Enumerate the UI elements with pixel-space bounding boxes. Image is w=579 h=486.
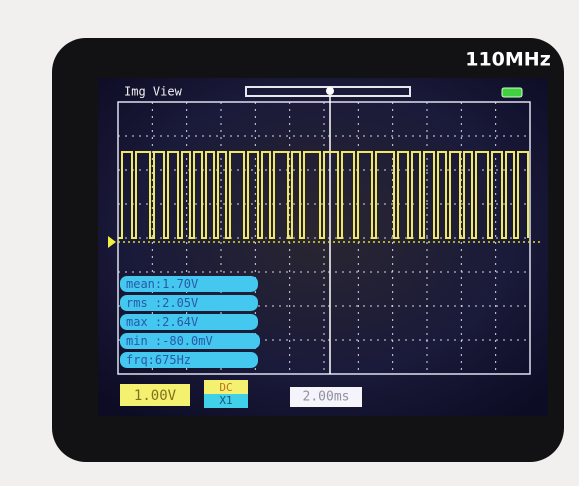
- battery-icon: [502, 88, 522, 97]
- measurement: mean:1.70V: [126, 277, 198, 291]
- time-scale: 2.00ms: [303, 390, 350, 405]
- photo: 110MHz Img View mean:1.70V rms :2.05V max …: [0, 0, 579, 486]
- probe: X1: [219, 394, 232, 407]
- measurement: min :-80.0mV: [126, 334, 213, 348]
- measurement: max :2.64V: [126, 315, 198, 329]
- voltage-scale: 1.00V: [134, 388, 177, 404]
- brand-label: 110MHz: [465, 49, 551, 71]
- measurement: frq:675Hz: [126, 353, 191, 367]
- mode-label: Img View: [124, 85, 183, 99]
- coupling: DC: [219, 381, 232, 394]
- slider-knob: [326, 87, 334, 95]
- measurement: rms :2.05V: [126, 296, 198, 310]
- measurements: mean:1.70V rms :2.05V max :2.64V min :-80.0…: [120, 276, 260, 368]
